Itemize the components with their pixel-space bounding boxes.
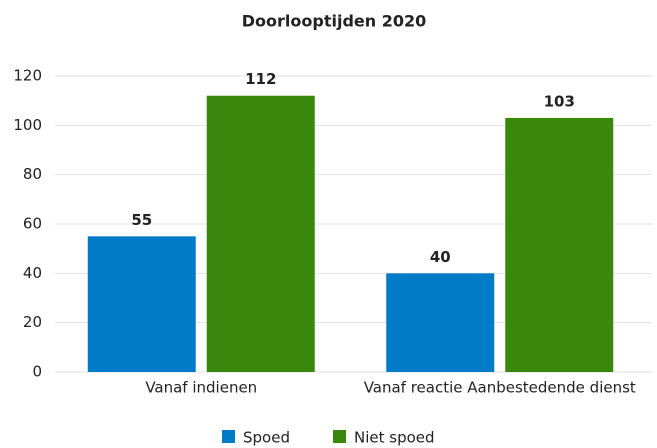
value-label: 55 [131, 211, 152, 229]
legend-swatch [333, 430, 346, 443]
y-tick-label: 60 [23, 215, 42, 233]
value-label: 103 [544, 92, 575, 110]
bar [206, 95, 315, 372]
bar [386, 273, 495, 372]
value-label: 40 [430, 248, 451, 266]
legend-swatch [222, 430, 235, 443]
bar [505, 117, 614, 372]
value-label: 112 [245, 70, 276, 88]
y-tick-label: 120 [13, 67, 42, 85]
y-tick-label: 20 [23, 313, 42, 331]
bar [87, 236, 196, 372]
y-tick-label: 80 [23, 165, 42, 183]
legend-label: Niet spoed [354, 429, 435, 447]
y-tick-label: 100 [13, 116, 42, 134]
legend-label: Spoed [243, 429, 290, 447]
x-tick-label: Vanaf reactie Aanbestedende dienst [364, 379, 636, 397]
y-tick-label: 0 [32, 363, 42, 381]
y-tick-label: 40 [23, 264, 42, 282]
chart-title: Doorlooptijden 2020 [242, 12, 427, 31]
x-tick-label: Vanaf indienen [145, 379, 257, 397]
